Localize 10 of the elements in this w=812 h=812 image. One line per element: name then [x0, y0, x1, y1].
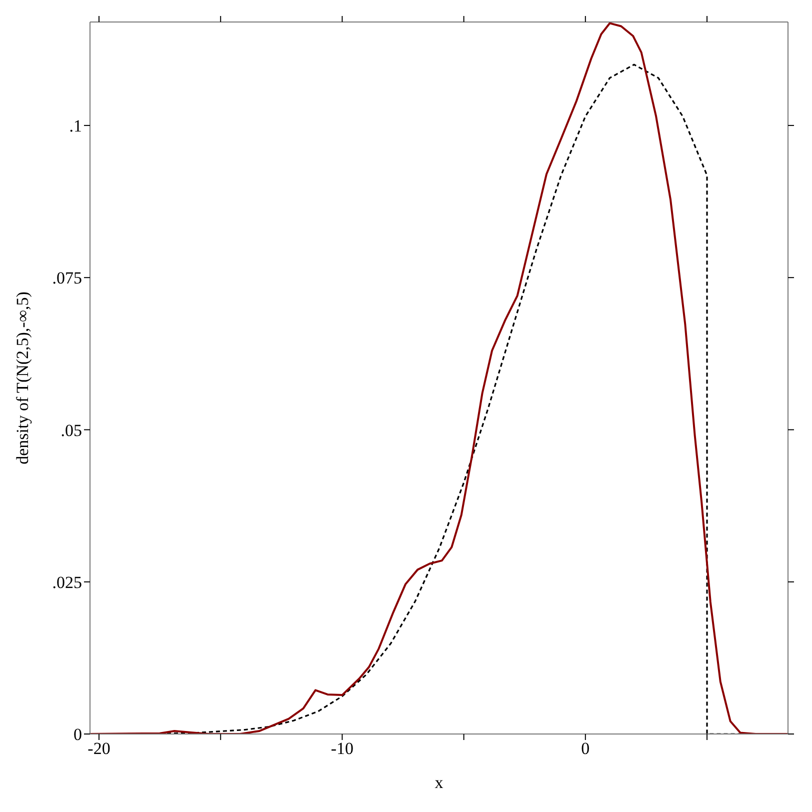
y-tick-label: .025: [52, 572, 82, 592]
x-axis-title: x: [434, 773, 444, 792]
x-tick-label: 0: [581, 739, 590, 758]
y-tick-label: .075: [52, 268, 82, 288]
y-axis-title: density of T(N(2,5),-∞,5): [13, 292, 32, 464]
y-tick-label: .1: [69, 116, 82, 136]
y-tick-label: .05: [60, 420, 82, 440]
x-tick-label: -20: [88, 739, 110, 758]
y-tick-label: 0: [74, 725, 82, 744]
x-tick-label: -10: [330, 739, 354, 758]
